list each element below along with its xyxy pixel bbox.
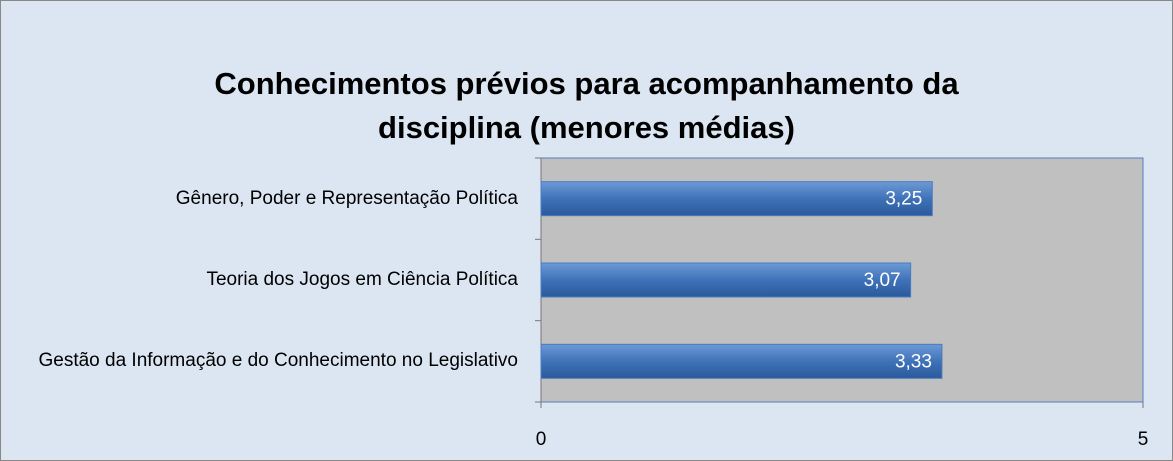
bar — [540, 181, 933, 217]
value-label: 3,33 — [895, 351, 932, 372]
bar — [540, 262, 912, 298]
category-text: Gestão da Informação e do Conhecimento n… — [38, 350, 518, 372]
value-label: 3,07 — [864, 270, 901, 291]
y-tick-label: Gênero, Poder e Representação Política — [10, 159, 518, 239]
chart-title: Conhecimentos prévios para acompanhament… — [214, 66, 959, 145]
x-tick-label: 5 — [1138, 429, 1149, 450]
category-text: Teoria dos Jogos em Ciência Política — [206, 269, 518, 290]
category-text: Gênero, Poder e Representação Política — [175, 187, 518, 209]
bar — [540, 343, 943, 379]
value-label: 3,25 — [885, 189, 922, 210]
y-tick-label: Gestão da Informação e do Conhecimento n… — [10, 321, 518, 401]
y-tick-label: Teoria dos Jogos em Ciência Política — [10, 240, 518, 320]
x-tick-label: 0 — [536, 429, 547, 450]
